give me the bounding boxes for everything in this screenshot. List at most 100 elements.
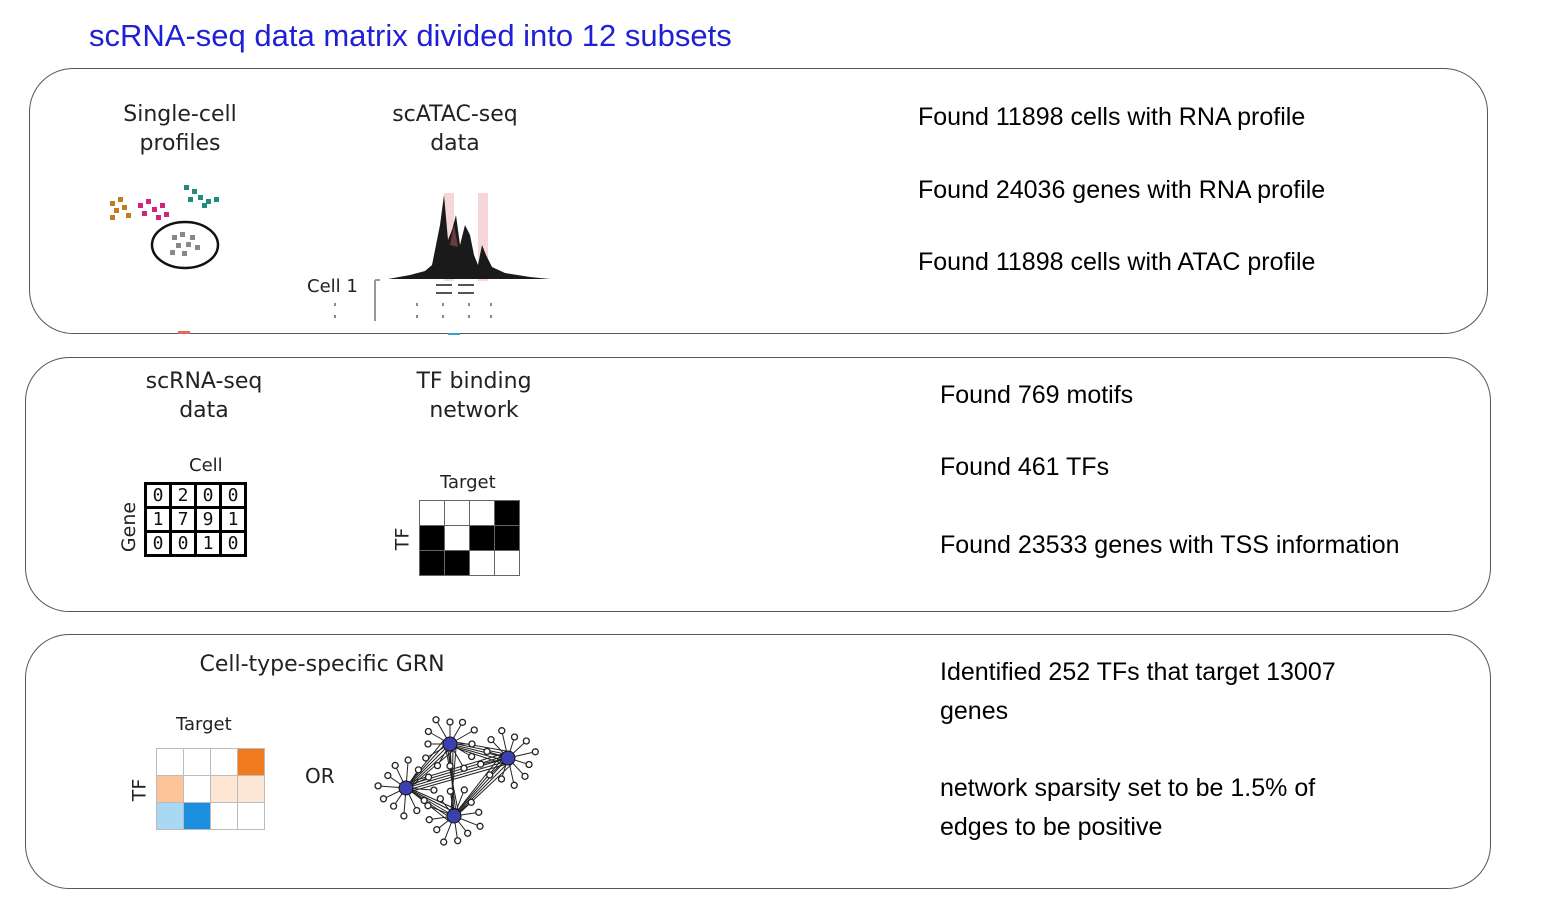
heatmap-cell [237, 802, 265, 830]
network-edge [405, 757, 509, 789]
binding-cell [494, 525, 520, 551]
network-leaf-node [384, 771, 392, 780]
heatmap-cell [183, 802, 211, 830]
heatmap-cell [210, 748, 238, 776]
network-leaf-node [422, 754, 430, 762]
matrix-cell: 1 [197, 533, 219, 554]
heatmap-cell [156, 802, 184, 830]
matrix-cell: 1 [147, 509, 169, 530]
matrix-cell: 0 [147, 485, 169, 506]
network-hub-node [398, 780, 414, 796]
network-leaf-node [475, 808, 483, 816]
scatac-seq-label: scATAC-seq data [392, 102, 518, 156]
tf-binding-grid [419, 500, 520, 576]
stat-identified-tfs: Identified 252 TFs that target 13007 gen… [940, 658, 1336, 725]
network-leaf-node [487, 736, 495, 744]
network-leaf-node [404, 756, 412, 764]
network-leaf-node [446, 762, 454, 770]
cell-1-label: Cell 1 [307, 276, 358, 297]
page-title: scRNA-seq data matrix divided into 12 su… [89, 18, 732, 53]
stat-rna-genes: Found 24036 genes with RNA profile [918, 176, 1326, 204]
network-leaf-node [467, 798, 475, 806]
network-edge [455, 755, 506, 814]
network-leaf-node [425, 816, 433, 824]
binding-cell [419, 500, 445, 526]
network-hub-node [442, 736, 458, 752]
network-leaf-node [521, 772, 529, 780]
single-cell-profiles-label: Single-cell profiles [123, 102, 237, 156]
network-leaf-node [470, 726, 478, 734]
heatmap-col-label: Target [176, 714, 232, 735]
binding-cell [444, 550, 470, 576]
network-leaf-node [414, 766, 423, 774]
matrix-row-label: Gene [118, 501, 141, 553]
stat-rna-cells: Found 11898 cells with RNA profile [918, 103, 1306, 131]
network-leaf-node [432, 716, 440, 724]
stat-tss-genes: Found 23533 genes with TSS information [940, 531, 1400, 559]
binding-cell [469, 525, 495, 551]
binding-cell [419, 550, 445, 576]
heatmap-cell [183, 775, 211, 803]
network-leaf-node [391, 761, 399, 770]
network-leaf-node [420, 796, 428, 805]
network-leaf-node [400, 812, 408, 820]
network-leaf-node [446, 787, 454, 795]
heatmap-cell [210, 802, 238, 830]
network-leaf-node [468, 752, 476, 761]
network-leaf-node [477, 760, 485, 768]
network-leaf-node [436, 795, 444, 803]
grn-network-graph [374, 716, 539, 846]
network-leaf-node [424, 727, 432, 736]
heatmap-cell [237, 775, 265, 803]
network-leaf-node [483, 747, 491, 756]
network-leaf-node [389, 802, 398, 810]
heatmap-cell [237, 748, 265, 776]
network-leaf-node [379, 795, 388, 803]
binding-cell [494, 500, 520, 526]
stat-atac-cells: Found 11898 cells with ATAC profile [918, 248, 1316, 276]
network-edge [453, 757, 509, 817]
binding-cell [494, 550, 520, 576]
network-leaf-node [433, 762, 442, 770]
binding-cell [469, 500, 495, 526]
matrix-cell: 0 [172, 533, 194, 554]
network-leaf-node [454, 837, 462, 845]
stat-motifs: Found 769 motifs [940, 381, 1134, 409]
matrix-cell: 0 [222, 485, 244, 506]
matrix-cell: 7 [172, 509, 194, 530]
matrix-cell: 1 [222, 509, 244, 530]
matrix-cell: 0 [197, 485, 219, 506]
grn-heatmap [156, 748, 265, 830]
network-leaf-node [424, 802, 432, 810]
network-leaf-node [522, 737, 530, 745]
network-leaf-node [458, 718, 467, 726]
network-leaf-node [464, 829, 472, 837]
matrix-cell: 9 [197, 509, 219, 530]
network-leaf-node [460, 786, 468, 794]
binding-row-label: TF [391, 527, 414, 551]
network-leaf-node [440, 838, 448, 846]
network-leaf-node [498, 727, 506, 735]
network-leaf-node [446, 718, 454, 726]
binding-cell [444, 525, 470, 551]
network-leaf-node [531, 748, 539, 756]
heatmap-cell [210, 775, 238, 803]
network-hub-node [446, 808, 462, 824]
binding-cell [469, 550, 495, 576]
panel-data-summary [29, 68, 1488, 334]
network-edge [407, 755, 506, 786]
tf-binding-network-label: TF binding network [416, 369, 532, 423]
matrix-cell: 0 [147, 533, 169, 554]
or-label: OR [305, 764, 335, 788]
network-edge [405, 787, 455, 817]
network-leaf-node [374, 782, 382, 790]
network-leaf-node [510, 781, 518, 789]
single-cell-illustration [110, 185, 220, 334]
heatmap-cell [156, 775, 184, 803]
matrix-col-label: Cell [189, 455, 223, 476]
network-edge [457, 753, 503, 811]
matrix-cell: 2 [172, 485, 194, 506]
